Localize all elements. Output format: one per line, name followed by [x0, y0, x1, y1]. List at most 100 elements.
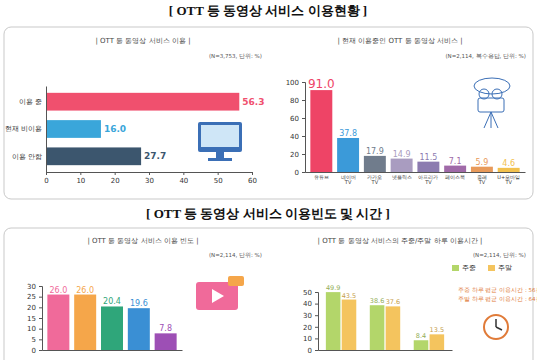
section-title: [ OTT 등 동영상 서비스 이용현황 ] — [169, 3, 367, 18]
bar — [74, 295, 96, 350]
tick-label: 0 — [32, 347, 36, 355]
chart-title: | 현재 이용중인 OTT 등 동영상 서비스 | — [337, 37, 462, 45]
tick-label: 20 — [27, 304, 36, 312]
bar — [46, 120, 101, 138]
data-label: 91.0 — [308, 77, 335, 91]
plot-area — [326, 292, 444, 350]
category-axis: 이용 중현재 비이용이용 안함 — [5, 87, 47, 173]
tick-label: 5 — [32, 336, 36, 344]
tick-mark — [115, 172, 116, 175]
tick-label: 50 — [303, 289, 312, 297]
tick: 올레TV — [477, 174, 487, 186]
tick-label: 60 — [290, 115, 299, 123]
tick-mark — [302, 100, 305, 101]
axis-line — [302, 83, 306, 173]
bar — [386, 306, 401, 350]
tick-mark — [39, 286, 42, 287]
tick-mark — [218, 172, 219, 175]
tick: 25 — [27, 293, 42, 301]
tick-label: 0 — [308, 347, 312, 355]
axis-line — [39, 287, 43, 351]
data-label: 26.0 — [49, 286, 67, 295]
chart-subtitle: (N=2,114, 단위: %) — [473, 252, 526, 258]
tick: 5 — [32, 336, 42, 344]
legend-swatch — [452, 265, 459, 271]
icon-part — [216, 152, 224, 158]
tick-label: 0 — [44, 177, 48, 185]
tick: 30 — [303, 312, 318, 320]
value-axis: 0 5 10 15 20 25 30 — [27, 283, 42, 355]
tick-mark — [315, 327, 318, 328]
tick: 80 — [290, 97, 305, 105]
axis-line — [306, 172, 526, 173]
icon-part — [479, 89, 489, 99]
tick: 40 — [179, 172, 188, 185]
category-axis: 유튜브네이버TV카카오TV넷플릭스아프리카TV페이스북올레TVU+모바일TV — [306, 173, 526, 186]
icon-part — [496, 319, 502, 330]
tick: 이용 중 — [19, 98, 42, 106]
bar — [391, 159, 413, 172]
tick-label: 10 — [27, 325, 36, 333]
bar — [155, 333, 177, 350]
page: [ OTT 등 동영상 서비스 이용현황 ] [ OTT 등 동영상 서비스 이용… — [0, 0, 537, 360]
icon-monitor — [198, 122, 242, 161]
tick-mark — [302, 154, 305, 155]
bar — [364, 156, 386, 172]
category-label: 현재 비이용 — [5, 125, 42, 133]
category-label: 페이스북 — [445, 174, 465, 180]
category-label: 유튜브 — [314, 174, 329, 180]
category-label: 이용 안함 — [12, 153, 42, 161]
chart-subtitle: (N=3,753, 단위: %) — [209, 53, 262, 59]
tick: 10 — [27, 325, 42, 333]
legend-swatch — [488, 265, 495, 271]
tick-mark — [39, 297, 42, 298]
icon-clock — [484, 315, 508, 339]
tick: 15 — [27, 315, 42, 323]
bar — [310, 90, 332, 172]
tick: 30 — [145, 172, 154, 185]
bar — [337, 138, 359, 172]
category-label: 넷플릭스 — [392, 174, 412, 180]
panel — [4, 27, 533, 199]
tick-mark — [252, 172, 253, 175]
tick: 0 — [295, 169, 305, 177]
tick-mark — [80, 172, 81, 175]
tick: 0 — [44, 172, 48, 185]
annotation: 주말 하루 평균 이용시간 : 64분 — [458, 296, 537, 302]
section-title: [ OTT 등 동영상 서비스 이용빈도 및 시간 ] — [146, 206, 390, 221]
plot-area — [47, 295, 176, 350]
data-label: 7.8 — [159, 324, 172, 333]
icon-part — [484, 315, 508, 339]
tick-mark — [183, 172, 184, 175]
icon-part — [196, 282, 238, 310]
icon-video — [196, 276, 244, 310]
tick-label: 0 — [295, 169, 299, 177]
data-label: 14.9 — [393, 150, 411, 159]
icon-part — [198, 122, 242, 152]
tick-label: 20 — [290, 151, 299, 159]
tick: 넷플릭스 — [392, 174, 412, 180]
bar — [414, 340, 429, 350]
tick: 10 — [303, 335, 318, 343]
tick: U+모바일TV — [497, 174, 520, 186]
tick: 100 — [286, 79, 305, 87]
data-label: 56.3 — [242, 97, 264, 107]
tick-mark — [302, 136, 305, 137]
tick-label: 30 — [27, 283, 36, 291]
tick-label: 40 — [179, 177, 188, 185]
tick-label: 25 — [27, 293, 36, 301]
tick: 0 — [32, 347, 42, 355]
data-label: 27.7 — [144, 151, 166, 161]
icon-part — [208, 158, 232, 161]
tick-mark — [39, 329, 42, 330]
axis-line — [315, 293, 319, 351]
axis-line — [46, 87, 47, 173]
data-label: 26.0 — [76, 286, 94, 295]
tick-label: 15 — [27, 315, 36, 323]
bar — [46, 93, 239, 111]
tick-label: 40 — [303, 300, 312, 308]
bar — [342, 300, 357, 350]
value-axis: 020406080100 — [286, 79, 306, 177]
bar — [370, 305, 385, 350]
bar — [471, 167, 493, 172]
